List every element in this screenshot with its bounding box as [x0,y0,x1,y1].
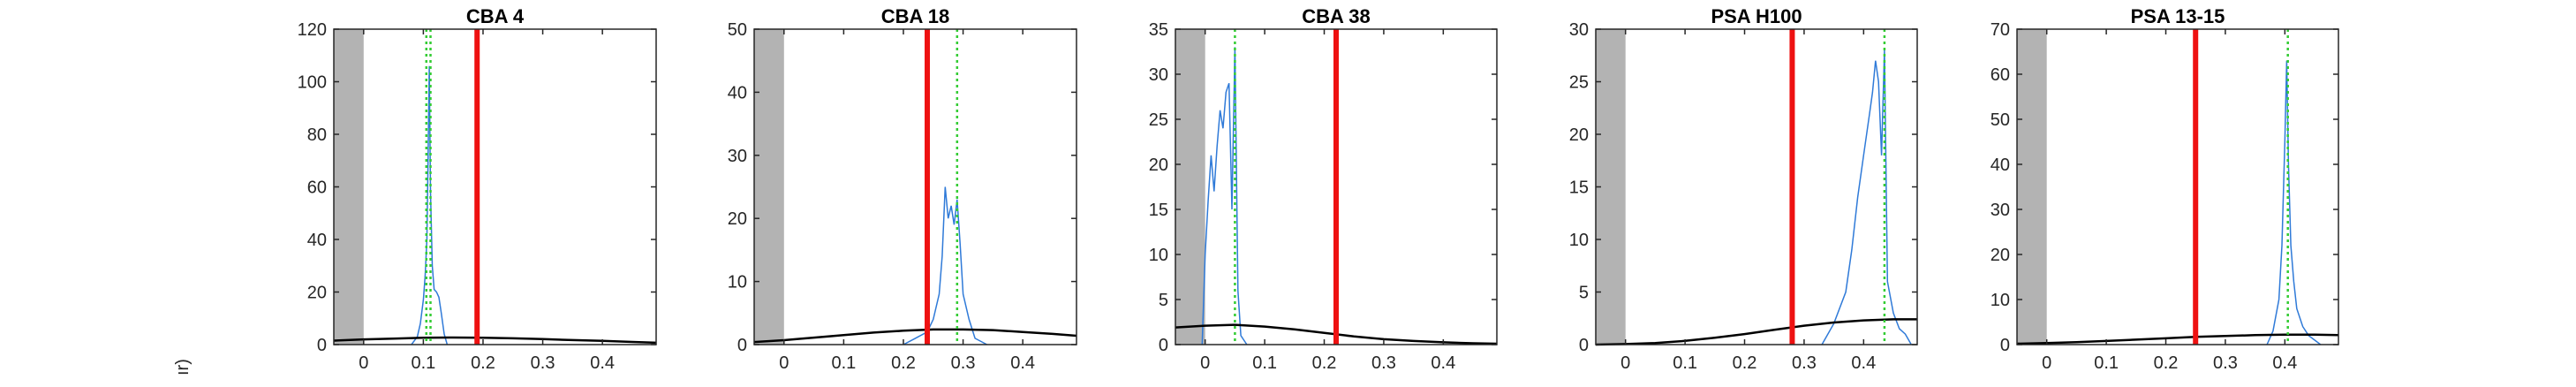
x-tick-label: 0 [359,353,368,373]
x-tick-label: 0.4 [1851,353,1876,373]
x-tick-label: 0.3 [1371,353,1396,373]
y-tick-label: 0 [317,336,327,355]
y-tick-label: 60 [307,178,327,198]
histogram-trace [411,65,449,345]
y-tick-label: 15 [1149,201,1168,220]
y-tick-label: 30 [1569,20,1589,40]
x-tick-label: 0.2 [891,353,916,373]
y-tick-label: 40 [307,231,327,250]
axes-box [333,28,657,345]
y-tick-label: 0 [737,336,747,355]
x-tick-label: 0 [2042,353,2051,373]
x-tick-label: 0.3 [531,353,555,373]
y-tick-label: 30 [1149,65,1168,85]
histogram-trace [1821,49,1912,345]
y-tick-label: 30 [728,147,747,166]
y-tick-label: 70 [1991,20,2010,40]
y-tick-label: 10 [1991,291,2010,310]
x-tick-label: 0 [779,353,789,373]
x-tick-label: 0.1 [1673,353,1697,373]
y-tick-label: 15 [1569,178,1589,198]
chart-title: CBA 38 [1302,5,1370,27]
chart-panel-4: 0 0.1 0.2 0.3 0.4 0 5 10 15 20 25 30 PSA H100 [1569,5,1918,373]
y-tick-label: 80 [307,125,327,145]
excluded-region [754,29,784,345]
x-tick-label: 0.4 [1431,353,1455,373]
histogram-trace [2266,60,2322,345]
x-tick-label: 0.2 [1312,353,1337,373]
x-tick-label: 0.3 [951,353,976,373]
chart-panel-1: 0 0.1 0.2 0.3 0.4 0 20 40 60 80 100 120 CBA 4 [298,5,657,373]
histogram-trace [903,186,987,345]
excluded-region [1175,29,1205,345]
excluded-region [2017,29,2047,345]
x-tick-label: 0.2 [2154,353,2179,373]
y-tick-label: 20 [728,209,747,229]
y-axis-label-fragment: ır) [173,359,193,376]
x-tick-label: 0.4 [590,353,615,373]
x-tick-label: 0.3 [2213,353,2238,373]
x-tick-label: 0 [1620,353,1630,373]
gaussian-fit-curve [1595,318,1917,346]
chart-title: PSA 13-15 [2131,5,2225,27]
y-tick-label: 20 [307,284,327,303]
chart-title: CBA 4 [466,5,525,27]
axes-box [2016,28,2339,345]
y-tick-label: 25 [1149,110,1168,130]
x-tick-label: 0.1 [1252,353,1277,373]
histogram-trace [1201,47,1248,345]
y-tick-label: 20 [1569,125,1589,145]
chart-panel-5: 0 0.1 0.2 0.3 0.4 0 10 20 30 40 50 60 70 PSA 13-15 [1991,5,2339,373]
y-tick-label: 35 [1149,20,1168,40]
y-tick-label: 120 [298,20,327,40]
chart-title: CBA 18 [881,5,949,27]
y-tick-label: 20 [1991,246,2010,265]
y-tick-label: 20 [1149,156,1168,175]
x-tick-label: 0.1 [831,353,856,373]
y-tick-label: 10 [1569,231,1589,250]
chart-title: PSA H100 [1711,5,1802,27]
x-tick-label: 0.3 [1792,353,1817,373]
x-tick-label: 0.1 [2094,353,2119,373]
x-tick-label: 0.2 [1733,353,1757,373]
x-tick-label: 0 [1200,353,1210,373]
gaussian-fit-curve [333,336,657,345]
axes-box [753,28,1077,345]
gaussian-fit-curve [753,328,1077,344]
y-tick-label: 10 [728,273,747,292]
x-tick-label: 0.1 [411,353,435,373]
y-tick-label: 10 [1149,246,1168,265]
y-tick-label: 0 [1159,336,1168,355]
chart-panel-2: 0 0.1 0.2 0.3 0.4 0 10 20 30 40 50 CBA 18 [728,5,1077,373]
y-tick-label: 40 [728,83,747,102]
y-tick-label: 60 [1991,65,2010,85]
gaussian-fit-curve [2016,333,2339,345]
y-tick-label: 25 [1569,73,1589,93]
y-tick-label: 50 [1991,110,2010,130]
y-tick-label: 40 [1991,156,2010,175]
y-tick-label: 5 [1159,291,1168,310]
y-tick-label: 0 [2000,336,2010,355]
y-tick-label: 30 [1991,201,2010,220]
y-tick-label: 5 [1579,284,1589,303]
y-tick-label: 100 [298,73,327,93]
y-tick-label: 0 [1579,336,1589,355]
axes-box [1175,28,1498,345]
x-tick-label: 0.2 [471,353,495,373]
x-tick-label: 0.4 [1010,353,1035,373]
axes-box [1595,28,1918,345]
gaussian-fit-curve [1175,323,1498,345]
y-tick-label: 50 [728,20,747,40]
chart-panel-3: 0 0.1 0.2 0.3 0.4 0 5 10 15 20 25 30 35 CBA 38 [1149,5,1498,373]
x-tick-label: 0.4 [2272,353,2297,373]
